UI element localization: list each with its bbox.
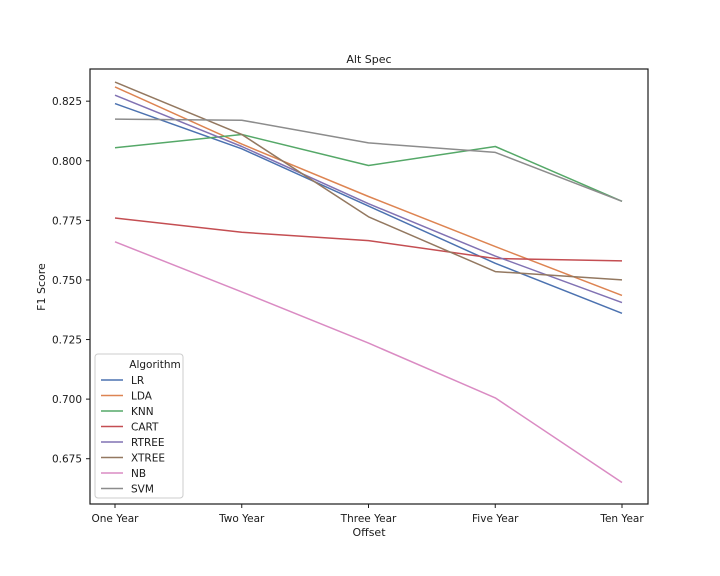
legend-label-lda: LDA <box>131 391 153 403</box>
y-tick-label: 0.725 <box>52 335 82 347</box>
y-axis-title: F1 Score <box>35 263 48 311</box>
x-tick-label: Ten Year <box>599 513 644 525</box>
series-line-cart <box>114 217 623 262</box>
y-tick-label: 0.675 <box>52 454 82 466</box>
legend-title: Algorithm <box>129 359 180 371</box>
y-tick-label: 0.775 <box>52 215 82 227</box>
x-axis-title: Offset <box>352 526 386 539</box>
legend-box <box>94 353 184 499</box>
x-tick-label: Five Year <box>472 513 519 525</box>
series-line-nb <box>114 241 623 484</box>
series-lines <box>114 81 623 484</box>
legend-label-lr: LR <box>131 375 144 387</box>
x-tick-label: Two Year <box>218 513 265 525</box>
y-axis: 0.675 0.700 0.725 0.750 0.775 0.800 0.825 <box>52 96 90 466</box>
series-line-knn <box>114 133 623 202</box>
legend-label-cart: CART <box>131 422 159 434</box>
series-line-xtree <box>114 81 623 281</box>
y-tick-label: 0.800 <box>52 156 82 168</box>
y-tick-label: 0.750 <box>52 275 82 287</box>
series-line-lda <box>114 86 623 297</box>
chart-title: Alt Spec <box>346 53 391 66</box>
x-tick-label: Three Year <box>340 513 397 525</box>
series-line-rtree <box>114 94 623 304</box>
y-tick-label: 0.700 <box>52 394 82 406</box>
y-tick-label: 0.825 <box>52 96 82 108</box>
legend-label-rtree: RTREE <box>131 437 165 449</box>
legend: Algorithm LR LDA KNN CART RTREE XTREE NB SVM <box>94 353 184 499</box>
legend-label-nb: NB <box>131 468 146 480</box>
series-line-lr <box>114 102 623 314</box>
x-tick-label: One Year <box>92 513 140 525</box>
series-line-svm <box>114 118 623 202</box>
x-axis: One Year Two Year Three Year Five Year Ten Y… <box>92 504 644 525</box>
legend-label-xtree: XTREE <box>131 453 165 465</box>
legend-label-knn: KNN <box>131 406 154 418</box>
legend-label-svm: SVM <box>131 484 154 496</box>
